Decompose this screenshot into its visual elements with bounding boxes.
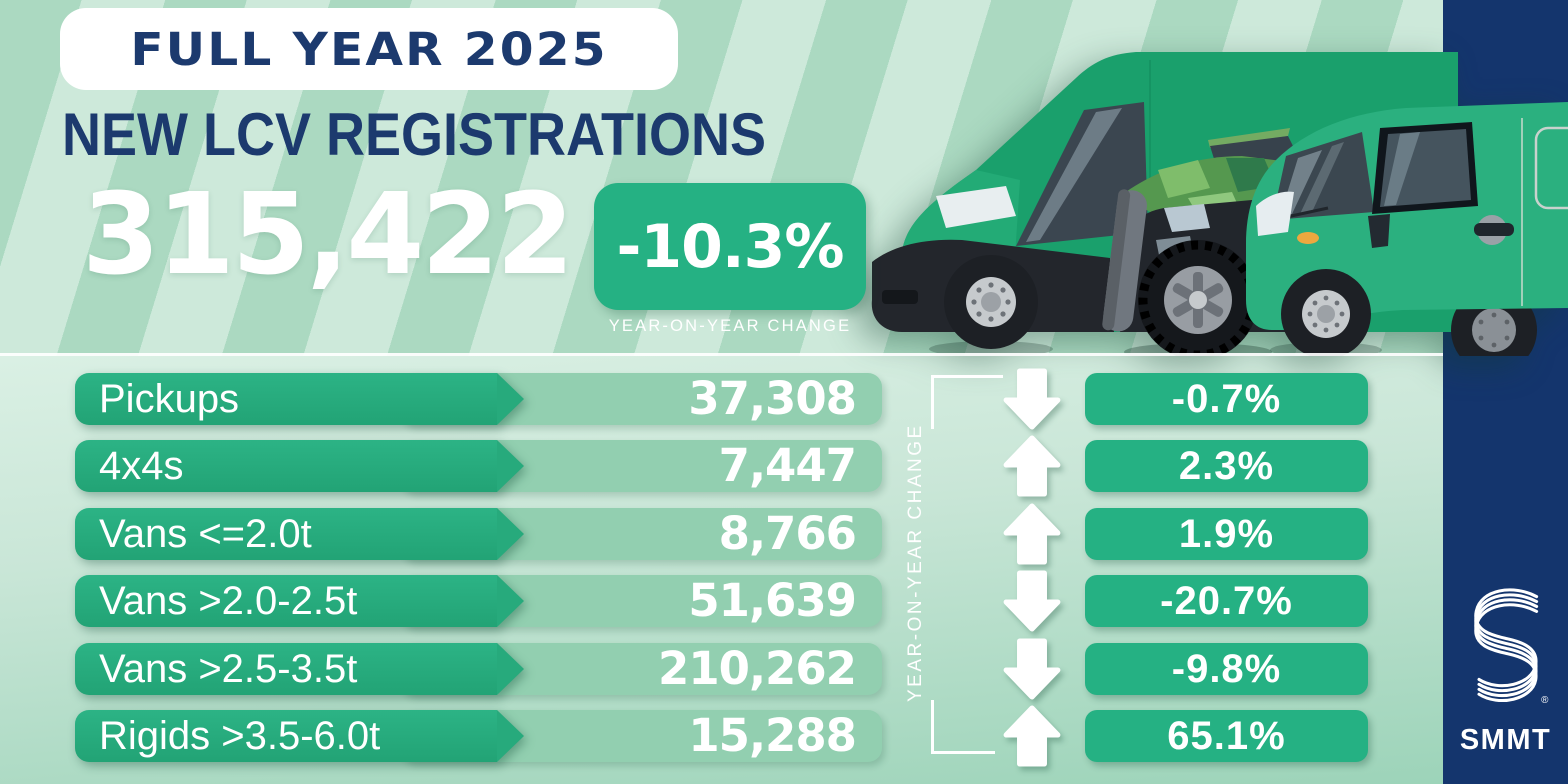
bracket-bottom-segment (931, 700, 934, 754)
table-row: 51,639 Vans >2.0-2.5t -20.7% (0, 570, 1568, 632)
value-text: 37,308 (688, 372, 857, 425)
category-label-box: Vans <=2.0t (75, 507, 524, 560)
down-arrow-icon (1003, 368, 1061, 430)
up-arrow-icon (1003, 705, 1061, 767)
up-arrow-icon (1003, 435, 1061, 497)
yoy-axis-label: YEAR-ON-YEAR CHANGE (905, 423, 926, 703)
category-label-box: 4x4s (75, 440, 524, 493)
change-value: -9.8% (1171, 646, 1282, 691)
category-label-box: Vans >2.0-2.5t (75, 575, 524, 628)
small-van (1246, 102, 1568, 356)
category-label: Vans >2.5-3.5t (99, 646, 358, 691)
change-value: -0.7% (1171, 377, 1282, 421)
trend-arrow-cell (999, 705, 1065, 767)
total-change-value: -10.3% (616, 211, 844, 282)
up-arrow-icon (1003, 503, 1061, 565)
category-label: Rigids >3.5-6.0t (99, 713, 381, 758)
change-box: -0.7% (1085, 373, 1368, 425)
trend-arrow-cell (999, 368, 1065, 430)
change-value: 65.1% (1167, 713, 1286, 758)
total-change-caption: YEAR-ON-YEAR CHANGE (608, 317, 852, 335)
change-value: -20.7% (1160, 579, 1293, 624)
category-label: Pickups (99, 377, 240, 421)
trend-arrow-cell (999, 503, 1065, 565)
table-row: 7,447 4x4s 2.3% (0, 435, 1568, 497)
value-text: 51,639 (688, 574, 857, 628)
table-row: 8,766 Vans <=2.0t 1.9% (0, 503, 1568, 565)
change-value: 1.9% (1178, 511, 1275, 556)
total-change-box: -10.3% (594, 183, 866, 310)
trend-arrow-cell (999, 638, 1065, 700)
category-label: Vans >2.0-2.5t (99, 579, 358, 624)
page-title: NEW LCV REGISTRATIONS (62, 101, 767, 168)
category-label: 4x4s (99, 444, 184, 489)
trend-arrow-cell (999, 570, 1065, 632)
change-value: 2.3% (1178, 444, 1275, 489)
bracket-bottom-tick (931, 751, 995, 754)
category-label: Vans <=2.0t (99, 511, 312, 556)
value-text: 7,447 (718, 439, 857, 493)
registrations-table: 37,308 Pickups -0.7% 7,447 4x4s (0, 368, 1568, 777)
period-badge-label: FULL YEAR 2025 (130, 22, 608, 76)
change-box: 2.3% (1085, 440, 1368, 493)
change-box: -20.7% (1085, 575, 1368, 628)
table-row: 210,262 Vans >2.5-3.5t -9.8% (0, 638, 1568, 700)
section-divider (0, 353, 1443, 356)
vans-illustration (871, 52, 1568, 356)
period-badge: FULL YEAR 2025 (60, 8, 678, 90)
table-row: 37,308 Pickups -0.7% (0, 368, 1568, 430)
value-text: 210,262 (658, 641, 857, 695)
change-box: 1.9% (1085, 507, 1368, 560)
down-arrow-icon (1003, 638, 1061, 700)
table-row: 15,288 Rigids >3.5-6.0t 65.1% (0, 705, 1568, 767)
smmt-wordmark: SMMT (1459, 724, 1552, 756)
change-box: 65.1% (1085, 709, 1368, 762)
value-text: 8,766 (718, 506, 857, 560)
smmt-s-logo-icon: ® (1474, 588, 1549, 706)
total-registrations: 315,422 (82, 170, 574, 300)
down-arrow-icon (1003, 570, 1061, 632)
value-text: 15,288 (688, 708, 857, 762)
category-label-box: Rigids >3.5-6.0t (75, 709, 524, 762)
trend-arrow-cell (999, 435, 1065, 497)
category-label-box: Pickups (75, 373, 524, 425)
bracket-top-segment (931, 375, 934, 429)
registered-mark: ® (1541, 695, 1549, 706)
smmt-branding: ® SMMT (1443, 0, 1568, 784)
bracket-top-tick (931, 375, 1003, 378)
category-label-box: Vans >2.5-3.5t (75, 642, 524, 695)
change-box: -9.8% (1085, 642, 1368, 695)
